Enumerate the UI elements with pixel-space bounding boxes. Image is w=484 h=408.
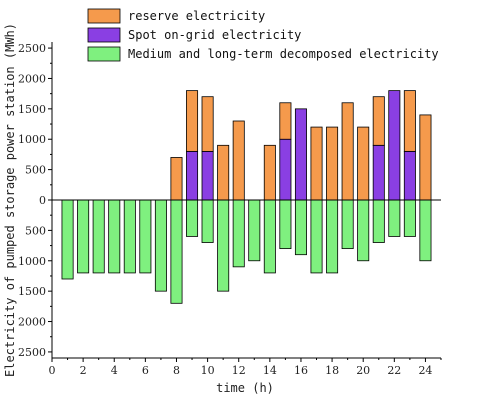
y-tick-label: 1000: [18, 133, 46, 146]
x-tick-label: 20: [356, 364, 370, 377]
bar-medium-long-h6: [139, 199, 152, 274]
bar-spot-h10: [201, 150, 214, 201]
bar-medium-long-h13: [248, 199, 261, 262]
bar-spot-h23: [403, 150, 416, 201]
y-tick-label: 1500: [18, 285, 46, 298]
y-tick-label: 500: [25, 164, 46, 177]
bar-medium-long-h8: [170, 199, 183, 304]
bar-medium-long-h11: [217, 199, 230, 292]
bar-medium-long-h14: [263, 199, 276, 274]
x-tick-label: 24: [418, 364, 432, 377]
x-tick-label: 10: [201, 364, 215, 377]
x-axis-title: time (h): [216, 381, 274, 395]
bars-layer: [61, 90, 432, 304]
bar-medium-long-h19: [341, 199, 354, 250]
bar-reserve-h18: [326, 126, 339, 201]
bar-reserve-h19: [341, 102, 354, 201]
x-tick-label: 12: [232, 364, 246, 377]
bar-reserve-h10: [201, 96, 214, 152]
y-tick-label: 1500: [18, 103, 46, 116]
bar-reserve-h23: [403, 90, 416, 152]
bar-medium-long-h4: [108, 199, 121, 274]
bar-reserve-h24: [419, 114, 432, 201]
legend-swatch: [87, 46, 121, 62]
bar-spot-h9: [186, 150, 199, 201]
bar-reserve-h11: [217, 144, 230, 201]
legend-label: Medium and long-term decomposed electric…: [128, 47, 439, 61]
bar-reserve-h8: [170, 157, 183, 201]
bar-medium-long-h16: [294, 199, 307, 256]
y-tick-label: 2000: [18, 316, 46, 329]
y-tick-label: 500: [25, 224, 46, 237]
y-tick-label: 2500: [18, 346, 46, 359]
bar-spot-h21: [372, 144, 385, 201]
bar-reserve-h14: [263, 144, 276, 201]
bar-medium-long-h9: [186, 199, 199, 237]
bar-medium-long-h1: [61, 199, 74, 280]
bar-reserve-h21: [372, 96, 385, 146]
bar-medium-long-h5: [123, 199, 136, 274]
bar-medium-long-h23: [403, 199, 416, 237]
legend-swatch: [87, 8, 121, 24]
x-tick-label: 18: [325, 364, 339, 377]
bar-medium-long-h15: [279, 199, 292, 250]
bar-reserve-h12: [232, 120, 245, 201]
x-tick-label: 16: [294, 364, 308, 377]
bar-reserve-h9: [186, 90, 199, 152]
bar-medium-long-h21: [372, 199, 385, 243]
y-tick-label: 0: [39, 194, 46, 207]
bar-medium-long-h17: [310, 199, 323, 274]
y-axis-title: Electricity of pumped storage power stat…: [3, 23, 17, 377]
x-tick-label: 8: [173, 364, 180, 377]
x-tick-label: 0: [49, 364, 56, 377]
legend-label: Spot on-grid electricity: [128, 28, 301, 42]
legend-label: reserve electricity: [128, 9, 265, 23]
y-tick-label: 2500: [18, 42, 46, 55]
x-tick-label: 6: [142, 364, 149, 377]
x-tick-label: 4: [111, 364, 118, 377]
bar-medium-long-h12: [232, 199, 245, 268]
bar-reserve-h20: [357, 126, 370, 201]
bar-spot-h15: [279, 138, 292, 201]
y-tick-label: 1000: [18, 255, 46, 268]
bar-reserve-h17: [310, 126, 323, 201]
bar-spot-h16: [294, 108, 307, 201]
y-tick-label: 2000: [18, 72, 46, 85]
bar-medium-long-h2: [77, 199, 90, 274]
bar-spot-h22: [388, 90, 401, 201]
x-tick-label: 2: [80, 364, 87, 377]
axes-layer: 2500200015001000500050010001500200025000…: [18, 42, 442, 377]
bar-medium-long-h20: [357, 199, 370, 262]
legend: reserve electricity Spot on-grid electric…: [87, 8, 439, 62]
bar-medium-long-h22: [388, 199, 401, 237]
bar-medium-long-h18: [326, 199, 339, 274]
bar-medium-long-h3: [92, 199, 105, 274]
x-tick-label: 14: [263, 364, 277, 377]
bar-medium-long-h24: [419, 199, 432, 262]
bar-medium-long-h7: [154, 199, 167, 292]
legend-swatch: [87, 27, 121, 43]
x-tick-label: 22: [387, 364, 401, 377]
bar-reserve-h15: [279, 102, 292, 140]
bar-medium-long-h10: [201, 199, 214, 243]
